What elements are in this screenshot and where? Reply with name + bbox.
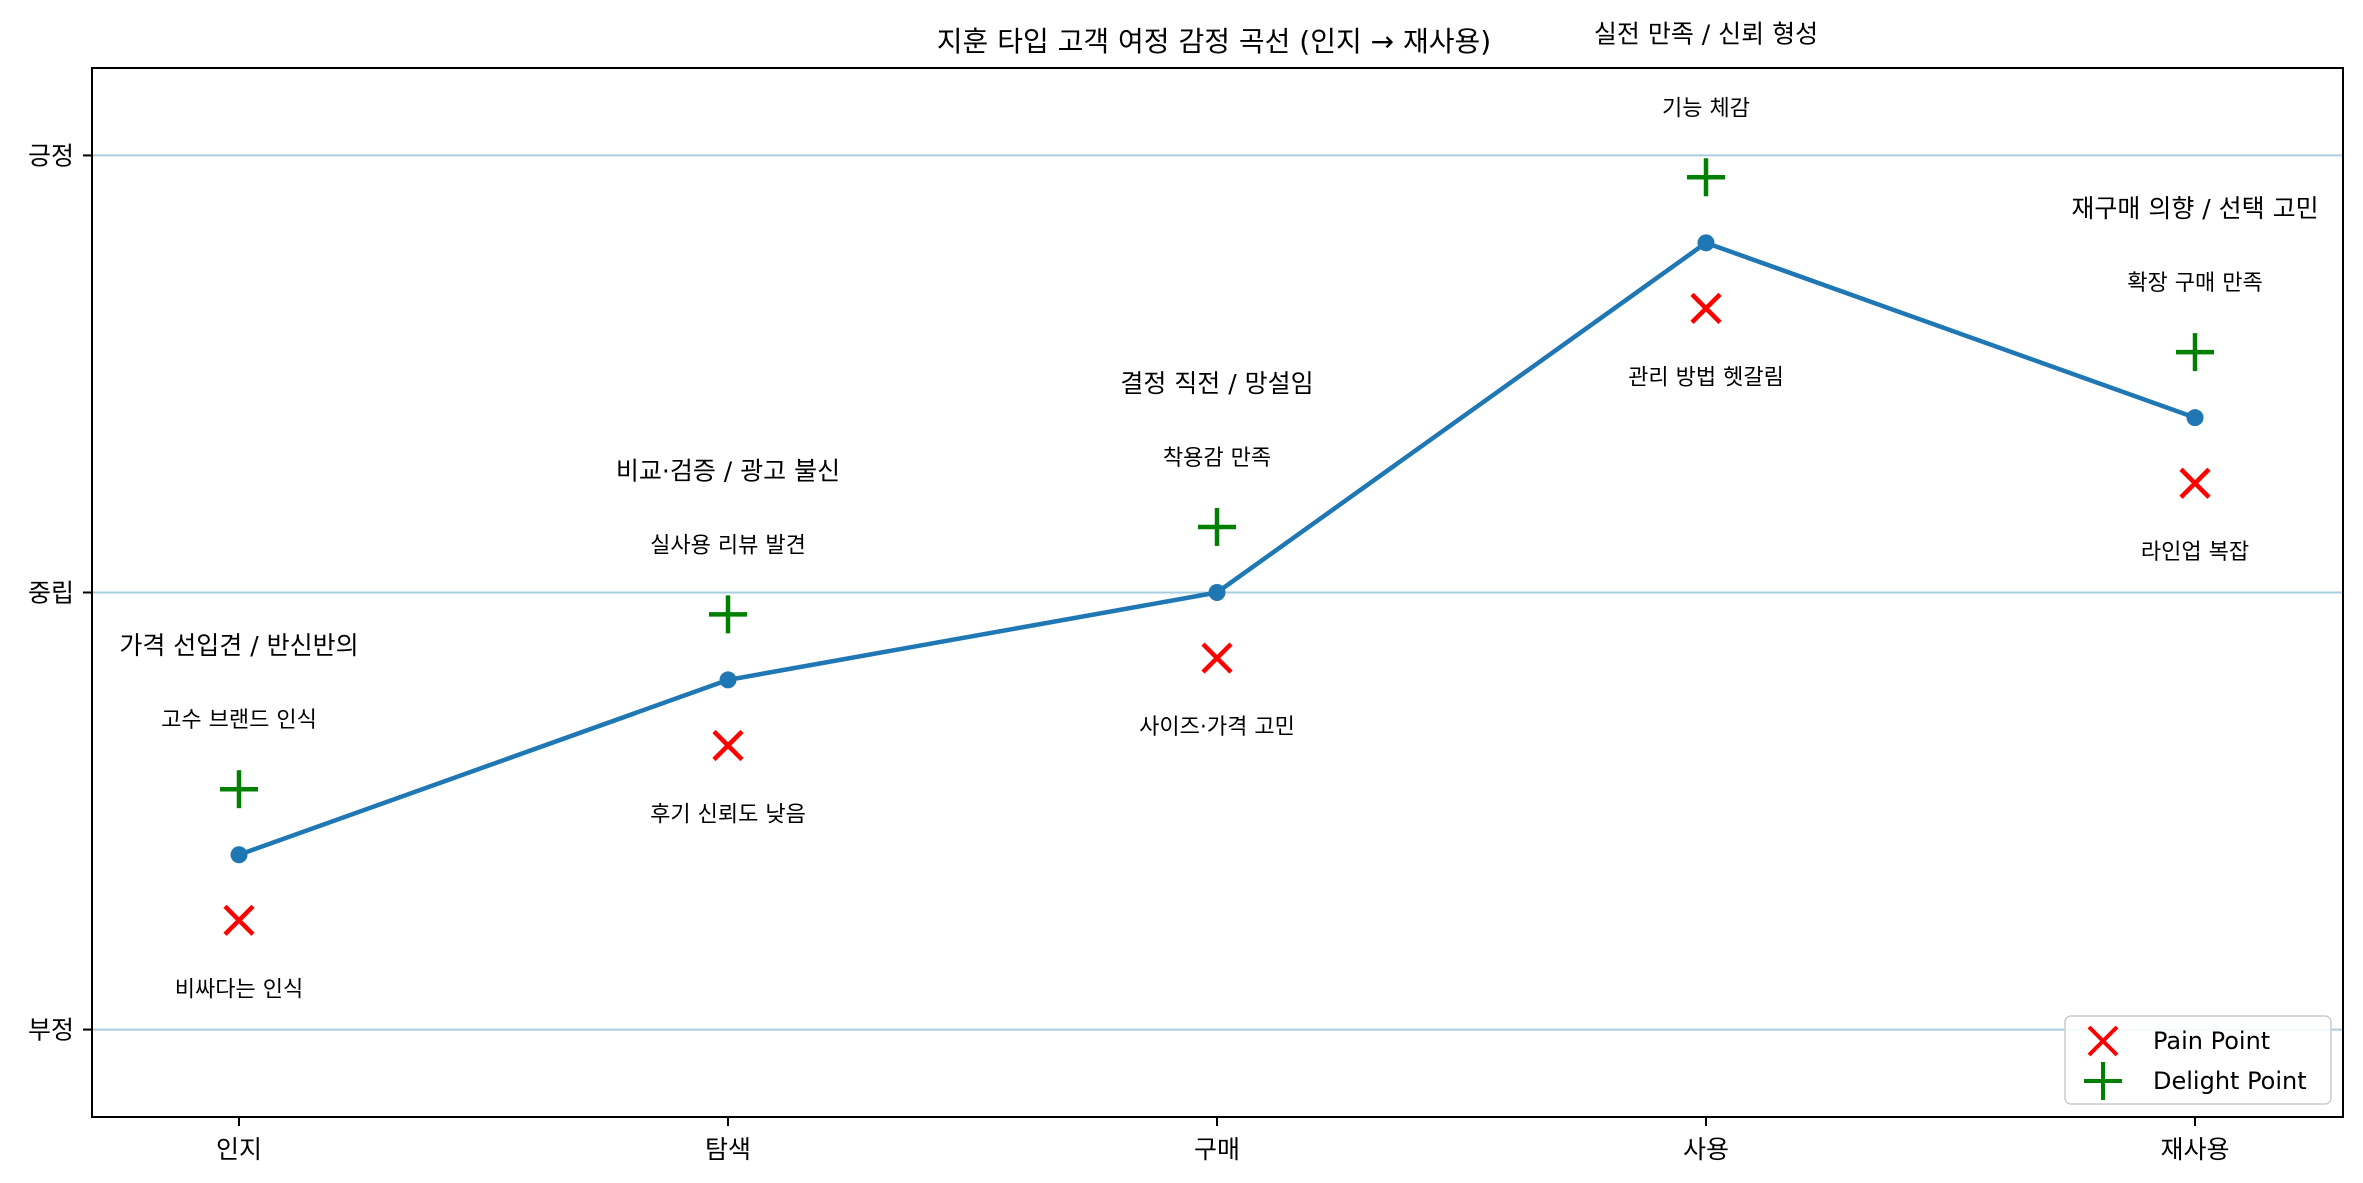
x-tick-label: 사용 (1683, 1135, 1729, 1164)
delight-marker (2176, 333, 2214, 372)
delight-marker (1687, 158, 1725, 197)
delight-marker (1198, 507, 1236, 546)
pain-label: 관리 방법 헷갈림 (1628, 365, 1784, 390)
delight-label: 고수 브랜드 인식 (161, 708, 317, 733)
pain-label: 라인업 복잡 (2141, 540, 2249, 565)
x-tick-label: 구매 (1194, 1135, 1240, 1164)
delight-label: 착용감 만족 (1163, 446, 1271, 471)
emotion-point (719, 671, 737, 689)
emotion-series (230, 234, 2204, 864)
delight-label: 확장 구매 만족 (2127, 271, 2262, 296)
legend-pain-icon (2087, 1025, 2119, 1057)
delight-marker (220, 770, 258, 809)
emotion-point (230, 846, 248, 864)
emotion-point (1208, 584, 1226, 601)
pain-label: 후기 신뢰도 낮음 (650, 802, 806, 827)
pain-label: 사이즈·가격 고민 (1139, 715, 1295, 740)
pain-marker (223, 904, 255, 936)
y-tick-label: 중립 (28, 579, 74, 608)
stage-label: 실전 만족 / 신뢰 형성 (1594, 19, 1818, 48)
stage-label: 비교·검증 / 광고 불신 (616, 456, 840, 485)
legend-box (2064, 1015, 2332, 1105)
emotion-point (1697, 234, 1715, 252)
pain-marker (2179, 467, 2211, 499)
stage-label: 재구매 의향 / 선택 고민 (2071, 194, 2318, 223)
emotion-point (2186, 409, 2204, 427)
x-tick-label: 재사용 (2160, 1135, 2229, 1164)
y-tick-label: 긍정 (28, 141, 74, 170)
pain-marker (712, 729, 744, 762)
delight-label: 기능 체감 (1662, 96, 1750, 121)
x-tick-label: 탐색 (705, 1135, 751, 1164)
emotion-line (238, 240, 2196, 857)
stage-label: 결정 직전 / 망설임 (1120, 369, 1313, 398)
point-markers (220, 158, 2214, 936)
legend: Pain Point Delight Point (2064, 1015, 2332, 1105)
pain-label: 비싸다는 인식 (175, 977, 303, 1002)
legend-delight-icon (2084, 1062, 2122, 1100)
stage-label: 가격 선입견 / 반신반의 (119, 631, 358, 660)
y-tick-label: 부정 (28, 1016, 74, 1045)
pain-marker (1690, 292, 1722, 324)
point-labels: 고수 브랜드 인식 가격 선입견 / 반신반의 실사용 리뷰 발견 비교·검증 / 광… (119, 19, 2318, 1002)
delight-marker (709, 595, 747, 634)
x-tick-label: 인지 (216, 1135, 262, 1164)
legend-pain-label: Pain Point (2153, 1027, 2270, 1055)
pain-marker (1201, 642, 1233, 674)
chart-title: 지훈 타입 고객 여정 감정 곡선 (인지 → 재사용) (937, 25, 1491, 58)
delight-label: 실사용 리뷰 발견 (650, 533, 806, 558)
legend-delight-label: Delight Point (2153, 1067, 2307, 1095)
